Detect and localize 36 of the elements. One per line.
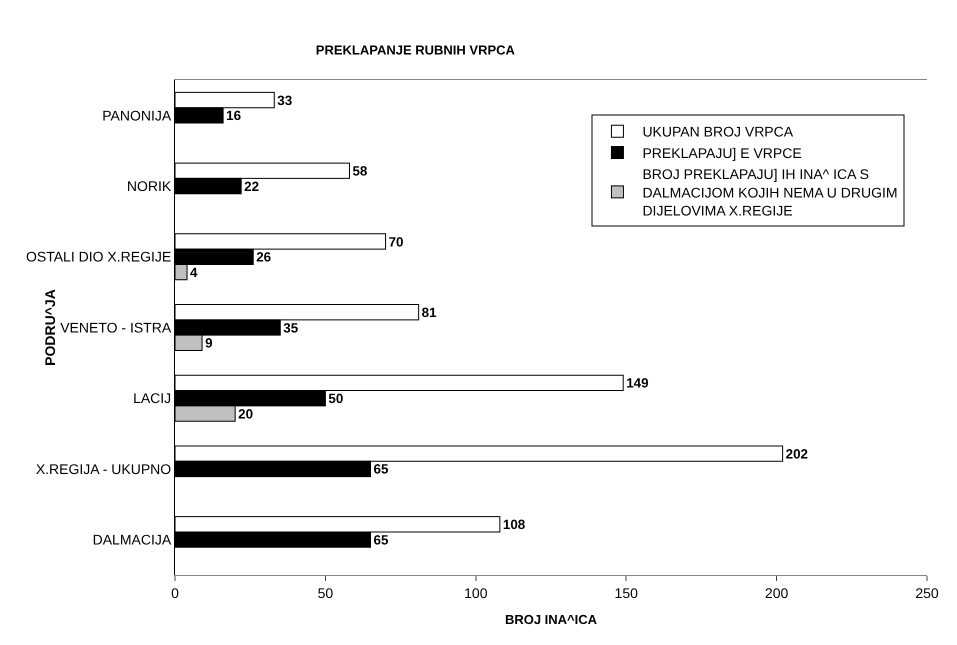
- x-tick-label: 250: [915, 584, 939, 601]
- data-label: 26: [256, 250, 272, 265]
- data-label: 33: [277, 92, 292, 108]
- data-label: 65: [374, 462, 389, 477]
- x-axis-title: BROJ INA^ICA: [504, 612, 598, 627]
- chart-title: PREKLAPANJE RUBNIH VRPCA: [316, 42, 516, 58]
- x-tick-label: 0: [171, 584, 180, 601]
- legend-label: UKUPAN BROJ VRPCA: [642, 124, 794, 140]
- x-tick-label: 50: [318, 584, 334, 601]
- legend-label: BROJ PREKLAPAJU] IH INA^ ICA S DALMACIJOM KOJIH NEMA U DRUGIM DIJELOVIMA X.REGIJE: [642, 166, 898, 219]
- data-label: 35: [283, 320, 299, 336]
- x-tick-label: 150: [614, 584, 638, 601]
- y-tick-label: NORIK: [126, 178, 172, 194]
- data-label: 108: [502, 517, 526, 532]
- y-tick-label: OSTALI DIO X.REGIJE: [26, 248, 172, 265]
- data-label: 149: [626, 376, 649, 391]
- data-label: 81: [422, 304, 438, 320]
- y-tick-label: PANONIJA: [102, 107, 172, 124]
- legend-label: PREKLAPAJU] E VRPCE: [642, 144, 802, 161]
- y-tick-label: VENETO - ISTRA: [60, 319, 172, 336]
- y-tick-label: LACIJ: [133, 390, 172, 406]
- y-tick-label: DALMACIJA: [92, 532, 172, 548]
- data-label: 22: [244, 178, 260, 194]
- data-label: 50: [328, 390, 344, 406]
- x-tick-label: 200: [764, 584, 788, 601]
- data-label: 58: [352, 164, 368, 179]
- data-label: 70: [388, 234, 404, 250]
- data-label: 16: [226, 108, 242, 124]
- data-label: 20: [238, 406, 254, 422]
- y-axis-title: PODRU^JA: [42, 289, 58, 366]
- y-tick-label: X.REGIJA - UKUPNO: [36, 460, 172, 477]
- data-label: 202: [786, 446, 808, 462]
- data-label: 9: [205, 336, 213, 351]
- data-label: 4: [190, 264, 198, 280]
- data-label: 65: [374, 532, 389, 548]
- x-tick-label: 100: [464, 584, 488, 601]
